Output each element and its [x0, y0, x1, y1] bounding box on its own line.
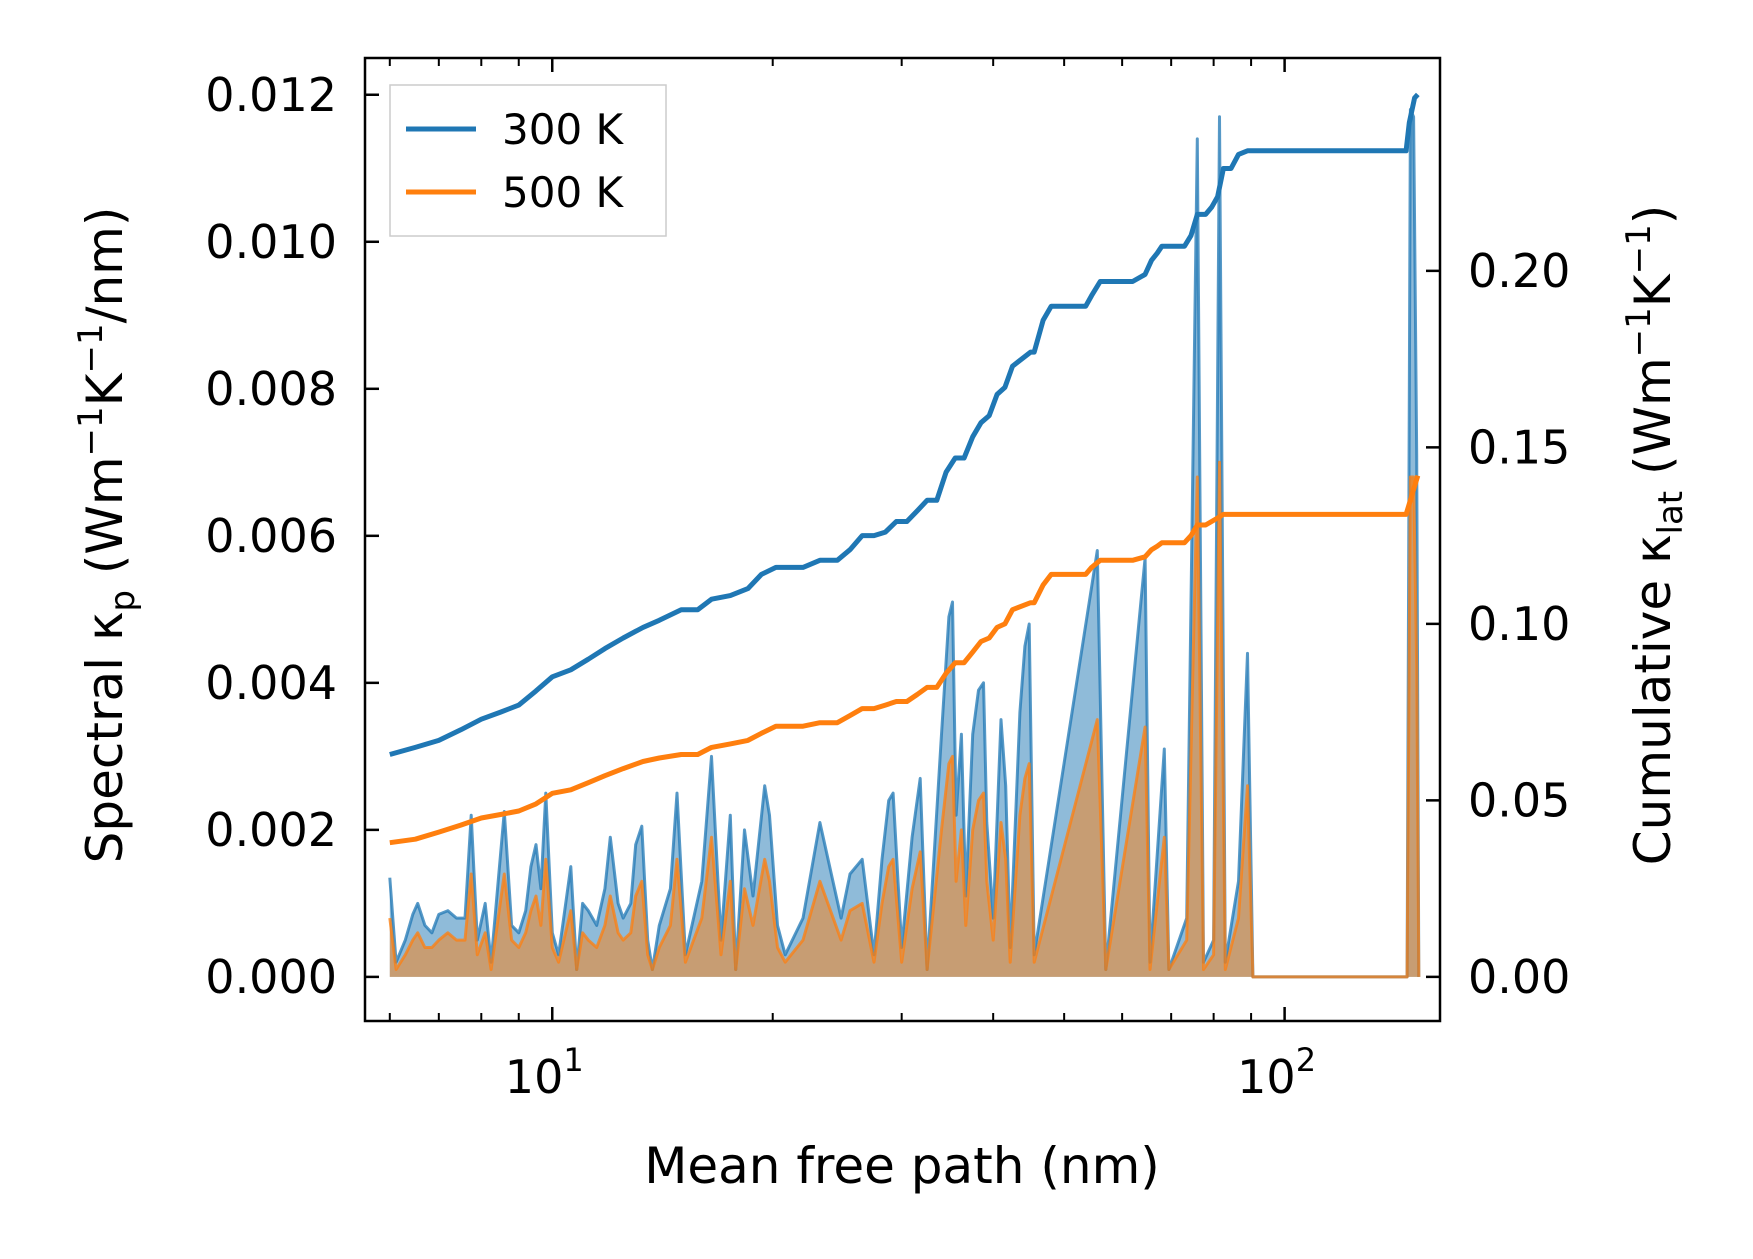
y-left-tick-label: 0.006	[205, 509, 337, 563]
y-right-sup1: −1	[1619, 307, 1659, 357]
y-left-tick-label: 0.008	[205, 362, 337, 416]
spectral-line-layer	[388, 108, 1421, 979]
y-right-mid: K	[1624, 273, 1682, 307]
y-axis-title-left: Spectral κp (Wm−1K−1/nm)	[71, 207, 143, 864]
tick-layer: 101 1020.0000.0020.0040.0060.0080.0100.01…	[205, 58, 1570, 1104]
y-right-tick-label: 0.15	[1468, 420, 1570, 474]
legend-label-500k: 500 K	[502, 168, 625, 217]
y-left-prefix: Spectral	[76, 641, 134, 863]
y-left-sub: p	[103, 590, 143, 612]
y-left-unit-open: (Wm	[76, 456, 134, 590]
y-left-tick-label: 0.012	[205, 68, 337, 122]
y-left-tick-label: 0.004	[205, 656, 337, 710]
y-right-prefix: Cumulative	[1624, 564, 1682, 865]
cumulative-line-layer	[389, 92, 1421, 846]
y-right-sub: lat	[1651, 491, 1691, 535]
x-tick-base: 10	[1237, 1050, 1296, 1104]
y-right-tick-label: 0.20	[1468, 244, 1570, 298]
y-right-sup2: −1	[1619, 224, 1659, 274]
y-axis-title-right: Cumulative κlat (Wm−1K−1)	[1619, 205, 1691, 865]
y-left-tick-label: 0.010	[205, 215, 337, 269]
x-tick-exponent: 2	[1296, 1041, 1316, 1079]
y-right-tick-label: 0.00	[1468, 950, 1570, 1004]
legend-box	[389, 84, 667, 237]
y-left-sup2: −1	[71, 323, 111, 373]
legend: 300 K 500 K	[389, 84, 667, 237]
y-right-tick-label: 0.05	[1468, 773, 1570, 827]
x-tick-label: 102	[1237, 1041, 1316, 1104]
spectral-line-500k	[388, 460, 1421, 979]
x-tick-exponent: 1	[563, 1041, 583, 1079]
y-right-tick-label: 0.10	[1468, 597, 1570, 651]
y-left-unit-close: /nm)	[76, 207, 134, 324]
cumulative-line-500k	[389, 474, 1421, 846]
y-left-tick-label: 0.000	[205, 950, 337, 1004]
spectral-line-300k	[388, 108, 1421, 979]
cumulative-line-300k	[389, 92, 1420, 757]
x-axis-title: Mean free path (nm)	[644, 1137, 1160, 1195]
y-left-tick-label: 0.002	[205, 803, 337, 857]
y-left-sup1: −1	[71, 406, 111, 456]
y-right-symbol: κ	[1624, 534, 1682, 563]
y-left-mid: K	[76, 372, 134, 406]
legend-label-300k: 300 K	[502, 105, 625, 154]
x-tick-label: 101	[505, 1041, 584, 1104]
y-left-symbol: κ	[76, 612, 134, 641]
y-right-unit-close: )	[1624, 205, 1682, 225]
y-right-unit-open: (Wm	[1624, 357, 1682, 491]
x-tick-base: 10	[505, 1050, 564, 1104]
